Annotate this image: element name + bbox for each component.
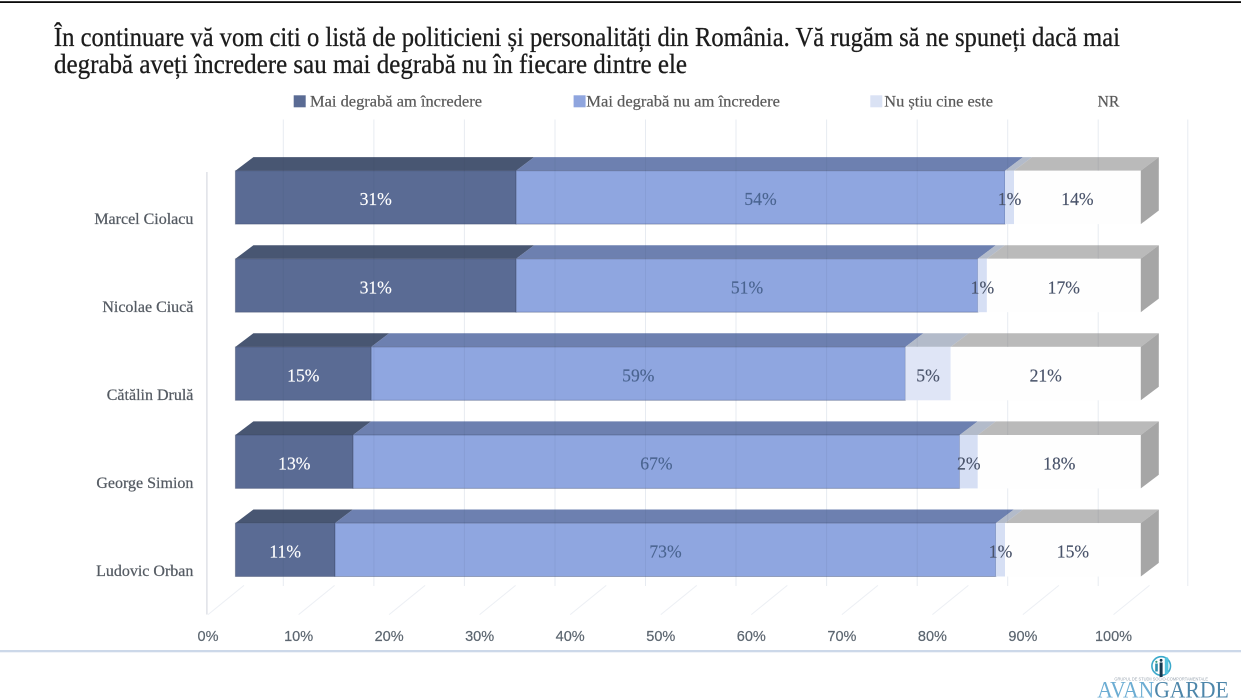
svg-text:Nu știu cine este: Nu știu cine este <box>884 94 993 111</box>
svg-text:Mai degrabă nu am încredere: Mai degrabă nu am încredere <box>586 94 780 111</box>
svg-text:1%: 1% <box>971 277 995 297</box>
svg-text:70%: 70% <box>827 629 856 645</box>
svg-text:14%: 14% <box>1061 189 1094 209</box>
svg-text:10%: 10% <box>284 629 313 645</box>
svg-text:degrabă aveți încredere sau ma: degrabă aveți încredere sau mai degrabă … <box>54 49 687 79</box>
svg-text:20%: 20% <box>375 629 404 645</box>
svg-text:21%: 21% <box>1030 365 1063 385</box>
svg-text:31%: 31% <box>360 277 393 297</box>
svg-text:15%: 15% <box>287 365 320 385</box>
svg-text:Marcel Ciolacu: Marcel Ciolacu <box>94 211 193 228</box>
svg-text:17%: 17% <box>1048 277 1081 297</box>
svg-text:1%: 1% <box>989 542 1013 562</box>
svg-text:100%: 100% <box>1095 629 1132 645</box>
svg-text:18%: 18% <box>1043 454 1076 474</box>
svg-text:11%: 11% <box>269 542 301 562</box>
svg-text:Nicolae Ciucă: Nicolae Ciucă <box>102 299 193 316</box>
svg-text:Cătălin Drulă: Cătălin Drulă <box>107 387 194 404</box>
svg-text:90%: 90% <box>1008 629 1037 645</box>
svg-text:În continuare vă vom citi o li: În continuare vă vom citi o listă de pol… <box>54 22 1120 52</box>
svg-text:40%: 40% <box>556 629 585 645</box>
svg-text:51%: 51% <box>731 277 764 297</box>
svg-text:67%: 67% <box>640 454 673 474</box>
svg-text:13%: 13% <box>278 454 311 474</box>
svg-text:80%: 80% <box>918 629 947 645</box>
svg-text:30%: 30% <box>465 629 494 645</box>
svg-text:NR: NR <box>1098 94 1120 111</box>
svg-text:5%: 5% <box>916 365 940 385</box>
svg-text:54%: 54% <box>744 189 777 209</box>
svg-text:60%: 60% <box>737 629 766 645</box>
svg-text:Ludovic Orban: Ludovic Orban <box>96 563 193 580</box>
svg-text:73%: 73% <box>649 542 682 562</box>
svg-text:59%: 59% <box>622 365 655 385</box>
svg-text:50%: 50% <box>646 629 675 645</box>
svg-text:2%: 2% <box>957 454 981 474</box>
svg-text:Mai degrabă am încredere: Mai degrabă am încredere <box>310 94 482 111</box>
svg-text:0%: 0% <box>198 629 219 645</box>
svg-text:GRUPUL DE STUDII SOCIO-COMPORT: GRUPUL DE STUDII SOCIO-COMPORTAMENTALE <box>1114 676 1208 681</box>
svg-text:15%: 15% <box>1057 542 1090 562</box>
svg-text:1%: 1% <box>998 189 1022 209</box>
svg-text:AVANGARDE: AVANGARDE <box>1097 678 1228 700</box>
svg-text:George Simion: George Simion <box>96 475 193 492</box>
svg-text:31%: 31% <box>360 189 393 209</box>
